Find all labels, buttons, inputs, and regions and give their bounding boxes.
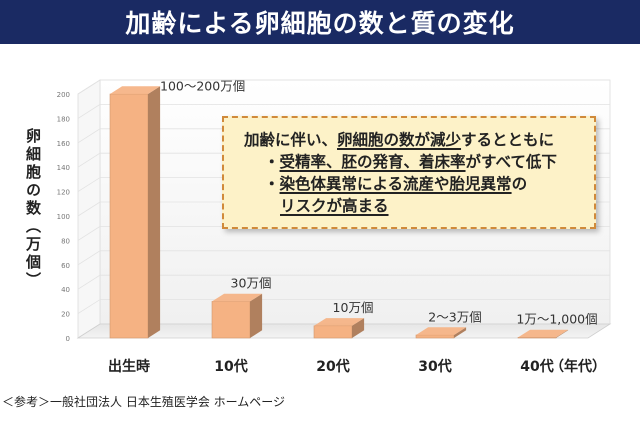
note-line-1: 加齢に伴い、卵細胞の数が減少するとともに — [244, 129, 580, 151]
note-text: の — [511, 175, 528, 193]
note-line-2: ・受精率、胚の発育、着床率がすべて低下 — [244, 151, 580, 173]
title-bar: 加齢による卵細胞の数と質の変化 — [0, 0, 640, 44]
note-underlined-text: リスクが高まる — [280, 197, 389, 215]
x-tick-label: 40代 — [520, 358, 553, 375]
x-tick-label: 30代 — [418, 358, 451, 375]
bar — [211, 293, 263, 339]
note-underlined-text: 受精率、胚の発育、着床率 — [279, 153, 466, 171]
y-tick-label: 40 — [61, 286, 70, 294]
bar-side — [250, 293, 263, 338]
bar-front — [415, 334, 455, 339]
bullet: ・ — [264, 153, 280, 171]
bars — [109, 86, 569, 339]
x-tick-label: 10代 — [214, 358, 247, 375]
bar-front — [211, 301, 251, 339]
bar-side — [454, 327, 467, 338]
y-tick-label: 140 — [57, 164, 70, 172]
x-axis-title: （年代） — [550, 358, 606, 375]
x-axis-ticks: 出生時 10代 20代 30代 40代 — [108, 358, 554, 375]
data-label: 30万個 — [231, 276, 272, 291]
data-label: 1万〜1,000個 — [516, 312, 597, 327]
gridline — [77, 250, 610, 266]
note-text: がすべて低下 — [465, 153, 557, 171]
bar — [415, 327, 467, 339]
y-tick-label: 120 — [57, 189, 70, 197]
gridline — [77, 104, 610, 119]
bar-top — [314, 318, 365, 326]
data-label: 2〜3万個 — [428, 309, 481, 324]
y-tick-label: 60 — [61, 262, 70, 270]
data-label: 10万個 — [333, 300, 374, 315]
bullet: ・ — [264, 175, 280, 193]
bar — [313, 318, 365, 339]
note-text: するとともに — [461, 131, 555, 149]
gridline — [77, 274, 610, 290]
note-line-3: ・染色体異常による流産や胎児異常の — [244, 173, 580, 195]
y-tick-label: 20 — [61, 311, 70, 319]
note-box: 加齢に伴い、卵細胞の数が減少するとともに ・受精率、胚の発育、着床率がすべて低下… — [222, 116, 596, 229]
x-tick-label: 20代 — [316, 358, 349, 375]
bar-front — [109, 93, 149, 339]
bar-top — [212, 293, 263, 302]
note-underlined-text: 卵細胞の数が減少 — [337, 131, 462, 149]
y-tick-label: 0 — [66, 335, 70, 343]
bar-front — [517, 337, 557, 339]
page-title: 加齢による卵細胞の数と質の変化 — [125, 9, 515, 38]
gridline — [77, 299, 610, 314]
data-label: 100〜200万個 — [160, 78, 245, 93]
bar — [517, 329, 569, 339]
y-tick-label: 100 — [57, 213, 70, 221]
bar-top — [518, 329, 569, 338]
bar-side — [352, 318, 365, 338]
bar-top — [110, 86, 161, 94]
x-tick-label: 出生時 — [108, 358, 150, 375]
note-line-4: リスクが高まる — [244, 195, 580, 217]
bar-top — [416, 327, 467, 335]
y-tick-label: 200 — [57, 91, 70, 99]
data-labels: 100〜200万個 30万個 10万個 2〜3万個 1万〜1,000個 — [160, 78, 598, 326]
note-underlined-text: 染色体異常による流産や胎児異常 — [279, 175, 512, 193]
y-axis-title: 卵細胞の数（万個） — [24, 128, 42, 290]
bar — [109, 86, 161, 339]
source-note: ＜参考＞一般社団法人 日本生殖医学会 ホームページ — [2, 395, 286, 409]
bar-front — [313, 325, 353, 339]
y-tick-label: 160 — [57, 140, 70, 148]
gridline — [77, 79, 610, 95]
note-text: 加齢に伴い、 — [244, 131, 338, 149]
y-axis-ticks: 0 20 40 60 80 100 120 140 160 180 200 — [57, 91, 70, 343]
bar-side — [556, 329, 569, 338]
y-tick-label: 180 — [57, 115, 70, 123]
y-tick-label: 80 — [61, 237, 70, 245]
bar-side — [148, 86, 161, 338]
